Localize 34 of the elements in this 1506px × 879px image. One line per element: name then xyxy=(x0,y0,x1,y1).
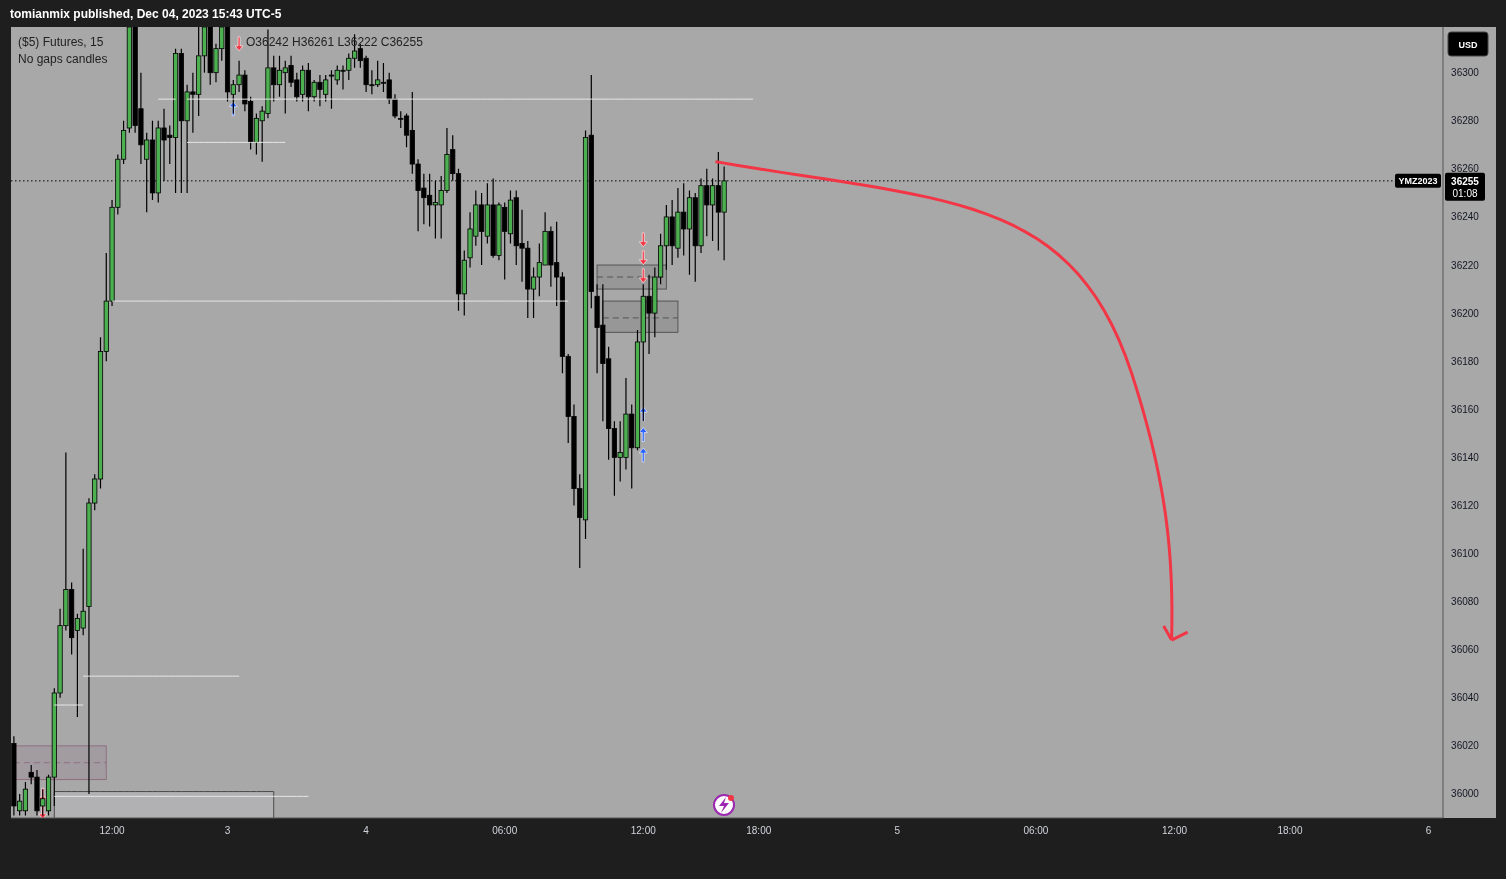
ref-line-label: YMZ2023 xyxy=(1398,176,1438,187)
x-tick-label: 12:00 xyxy=(1161,825,1188,836)
text: USD xyxy=(1458,40,1478,50)
y-tick-label: 36300 xyxy=(1451,67,1480,79)
x-tick-label: 06:00 xyxy=(492,825,518,836)
x-tick-label: 4 xyxy=(363,825,370,836)
y-tick-label: 36120 xyxy=(1451,499,1480,511)
text: ($5) Futures, 15 xyxy=(18,35,104,49)
x-tick-label: 5 xyxy=(894,825,901,836)
y-tick-label: 36200 xyxy=(1451,307,1480,319)
y-tick-label: 36260 xyxy=(1451,163,1480,175)
x-tick-label: 12:00 xyxy=(99,825,125,836)
x-tick-label: 12:00 xyxy=(630,825,657,836)
y-tick-label: 36140 xyxy=(1451,451,1480,463)
x-tick-label: 3 xyxy=(224,825,231,836)
x-tick-label: 18:00 xyxy=(1277,825,1303,836)
y-tick-label: 36020 xyxy=(1451,740,1480,752)
y-tick-label: 36000 xyxy=(1451,788,1480,800)
y-tick-label: 36240 xyxy=(1451,211,1480,223)
y-tick-label: 36060 xyxy=(1451,644,1480,656)
x-tick-label: 18:00 xyxy=(746,825,772,836)
chart-title: tomianmix published, Dec 04, 2023 15:43 UTC-5 xyxy=(10,7,282,21)
y-tick-label: 36280 xyxy=(1451,115,1480,127)
y-tick-label: 36180 xyxy=(1451,355,1480,367)
text: 36255 xyxy=(1451,175,1480,187)
annotation: No gaps candles xyxy=(18,52,108,66)
x-tick-label: 6 xyxy=(1425,825,1432,836)
y-tick-label: 36040 xyxy=(1451,692,1480,704)
x-tick-label: 06:00 xyxy=(1023,825,1049,836)
y-tick-label: 36080 xyxy=(1451,596,1480,608)
y-tick-label: 36100 xyxy=(1451,548,1480,560)
text: 01:08 xyxy=(1452,187,1478,199)
y-tick-label: 36220 xyxy=(1451,259,1480,271)
y-tick-label: 36160 xyxy=(1451,403,1480,415)
